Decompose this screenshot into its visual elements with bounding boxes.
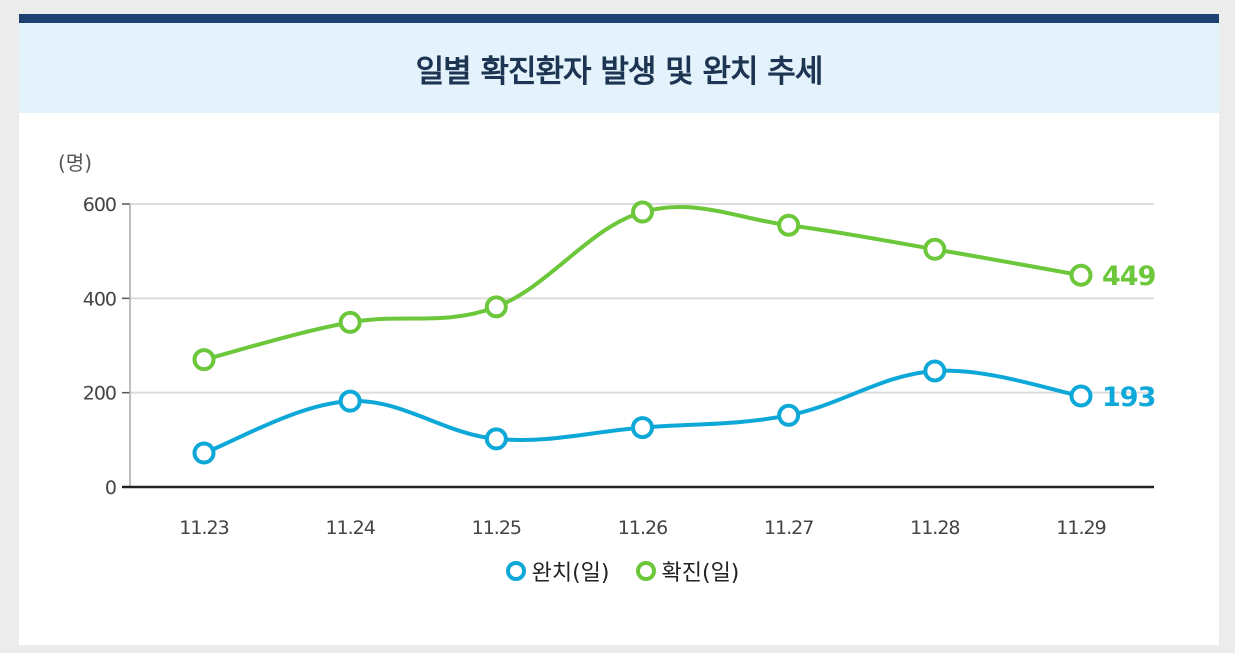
legend-item-confirmed[interactable]: 확진(일) — [635, 555, 740, 587]
grid-lines — [130, 203, 1154, 394]
data-point-confirmed[interactable] — [631, 200, 654, 224]
chart-legend: 완치(일) 확진(일) — [0, 554, 1235, 588]
y-tick-label: 0 — [105, 477, 116, 499]
x-tick-label: 11.29 — [1056, 517, 1105, 539]
legend-label-recovered: 완치(일) — [531, 561, 610, 586]
data-point-confirmed[interactable] — [484, 295, 508, 319]
x-tick-label: 11.27 — [764, 517, 813, 539]
data-point-recovered[interactable] — [192, 441, 216, 465]
data-point-confirmed[interactable] — [192, 348, 216, 372]
data-point-confirmed[interactable] — [923, 237, 947, 261]
series-line-confirmed — [202, 204, 1083, 362]
x-tick-label: 11.25 — [472, 517, 521, 539]
end-value-label-confirmed: 449 — [1102, 261, 1156, 292]
data-point-recovered[interactable] — [1069, 384, 1093, 408]
y-tick-label: 400 — [83, 288, 116, 310]
data-point-confirmed[interactable] — [777, 213, 801, 237]
data-point-confirmed[interactable] — [1069, 263, 1093, 287]
legend-marker-recovered — [505, 561, 526, 581]
x-tick-label: 11.24 — [325, 517, 375, 539]
data-point-confirmed[interactable] — [338, 310, 362, 334]
y-tick-labels: 0 200 400 600 — [83, 194, 130, 499]
x-tick-label: 11.23 — [179, 517, 228, 539]
data-point-recovered[interactable] — [338, 389, 362, 413]
y-tick-label: 200 — [83, 383, 116, 405]
data-point-recovered[interactable] — [484, 427, 508, 451]
data-point-recovered[interactable] — [631, 416, 654, 440]
end-value-label-recovered: 193 — [1102, 382, 1155, 413]
legend-marker-confirmed — [635, 561, 656, 581]
chart-title: 일별 확진환자 발생 및 완치 추세 — [415, 53, 824, 90]
x-tick-labels: 11.23 11.24 11.25 11.26 11.27 11.28 11.29 — [179, 517, 1106, 539]
data-point-recovered[interactable] — [777, 403, 801, 427]
series-lines — [192, 200, 1093, 465]
top-accent-bar — [19, 14, 1219, 23]
chart-header: 일별 확진환자 발생 및 완치 추세 — [19, 23, 1219, 113]
axes — [122, 204, 1154, 489]
series-line-recovered — [202, 368, 1083, 456]
y-unit-label: (명) — [58, 151, 92, 175]
legend-item-recovered[interactable]: 완치(일) — [505, 555, 610, 587]
legend-label-confirmed: 확진(일) — [661, 561, 740, 586]
data-point-recovered[interactable] — [923, 359, 947, 383]
x-tick-label: 11.26 — [618, 517, 667, 539]
chart-panel: 일별 확진환자 발생 및 완치 추세 — [19, 14, 1219, 645]
y-tick-label: 600 — [83, 194, 116, 216]
x-tick-label: 11.28 — [910, 517, 959, 539]
end-labels: 193 449 — [1102, 261, 1157, 413]
